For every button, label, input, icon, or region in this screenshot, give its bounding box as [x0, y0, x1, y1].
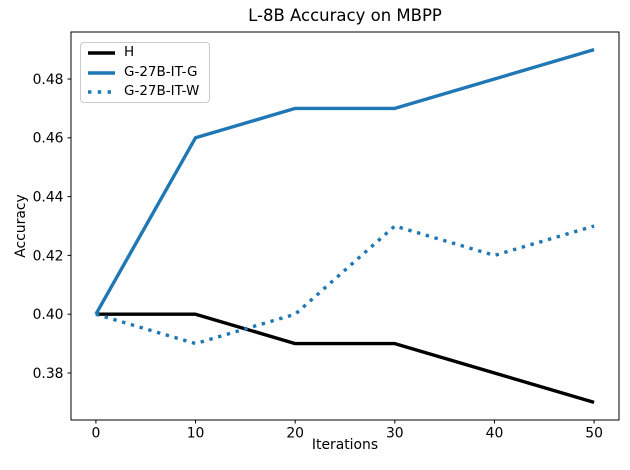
- legend-label: H: [124, 44, 135, 61]
- legend-label: G-27B-IT-G: [124, 63, 198, 80]
- legend-swatch-solid-line: [88, 70, 115, 75]
- x-axis-label: Iterations: [311, 437, 379, 453]
- series-line-g-27b-it-w: [95, 224, 595, 346]
- x-tick-label: 50: [585, 426, 603, 442]
- plot-border: [70, 31, 620, 421]
- y-axis-label: Accuracy: [13, 194, 29, 258]
- series-lines: [94, 47, 595, 405]
- x-tick-label: 10: [187, 426, 205, 442]
- y-tick-label: 0.42: [33, 248, 64, 264]
- legend-item-g27b-it-w: G-27B-IT-W: [88, 83, 209, 102]
- x-tick-label: 0: [91, 426, 100, 442]
- legend-swatch-solid-line: [88, 51, 115, 55]
- y-tick-label: 0.40: [33, 307, 64, 323]
- y-tick-label: 0.48: [33, 72, 64, 88]
- axis-ticks: 0 10 20 30 40 50 0.38 0.40 0.42 0.44 0.46 0.48: [33, 72, 603, 442]
- series-line-g-27b-it-g: [94, 47, 595, 316]
- y-tick-label: 0.44: [33, 190, 64, 206]
- legend-swatch-dotted-line: [88, 90, 115, 94]
- legend: H G-27B-IT-G G-27B-IT-W: [80, 42, 210, 103]
- y-tick-label: 0.38: [33, 366, 64, 382]
- x-tick-label: 40: [486, 426, 504, 442]
- legend-item-h: H: [88, 44, 209, 63]
- x-tick-label: 30: [386, 426, 404, 442]
- legend-item-g27b-it-g: G-27B-IT-G: [88, 63, 209, 82]
- legend-label: G-27B-IT-W: [124, 83, 200, 100]
- x-tick-label: 20: [286, 426, 304, 442]
- y-tick-label: 0.46: [33, 131, 64, 147]
- series-line-h: [95, 312, 595, 405]
- chart-title: L-8B Accuracy on MBPP: [248, 6, 442, 25]
